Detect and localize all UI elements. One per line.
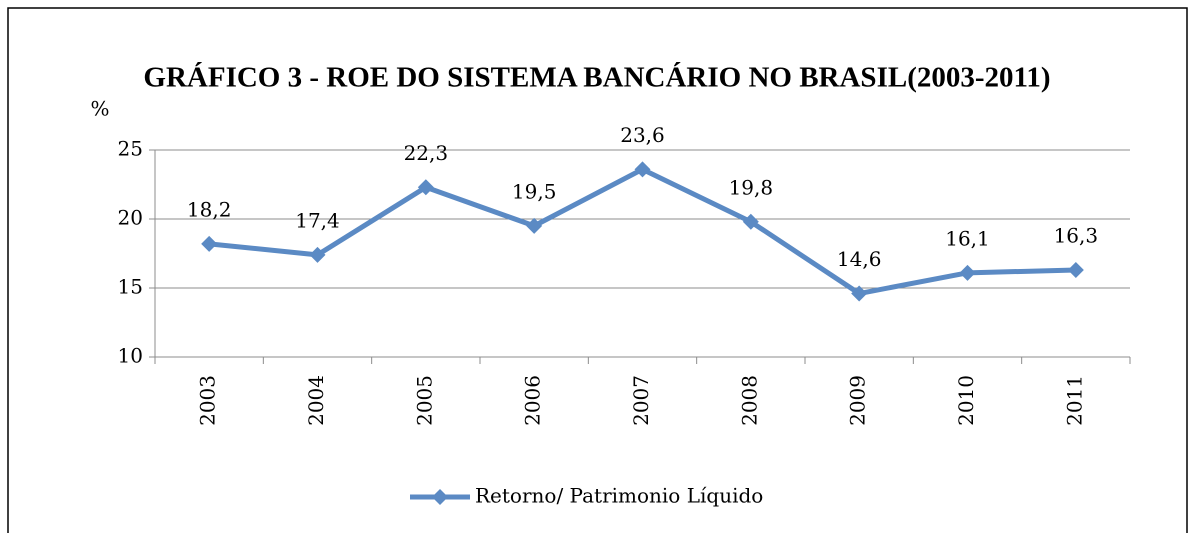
x-tick-label: 2009 [846, 375, 870, 426]
data-point [526, 217, 543, 234]
data-label: 23,6 [620, 123, 665, 147]
data-point [1067, 262, 1084, 279]
x-tick-label: 2005 [412, 375, 436, 426]
x-tick-label: 2008 [737, 375, 761, 426]
x-tick-label: 2003 [196, 375, 220, 426]
x-tick-label: 2006 [521, 375, 545, 426]
data-point [201, 235, 218, 252]
y-axis-label: % [90, 97, 109, 121]
data-point [309, 246, 326, 263]
y-tick-label: 15 [118, 275, 143, 299]
data-label: 16,3 [1054, 224, 1099, 248]
y-tick-label: 10 [118, 344, 143, 368]
data-label: 18,2 [187, 197, 232, 221]
x-tick-label: 2007 [629, 375, 653, 426]
legend-label: Retorno/ Patrimonio Líquido [475, 484, 763, 508]
chart-frame [7, 7, 1188, 533]
data-point [851, 285, 868, 302]
chart-title: GRÁFICO 3 - ROE DO SISTEMA BANCÁRIO NO B… [143, 61, 1050, 94]
legend-marker [432, 489, 448, 505]
y-tick-label: 25 [118, 137, 143, 161]
data-label: 19,8 [729, 175, 774, 199]
data-label: 14,6 [837, 247, 882, 271]
data-point [959, 264, 976, 281]
x-tick-label: 2004 [304, 375, 328, 426]
data-label: 17,4 [295, 208, 340, 232]
y-tick-label: 20 [118, 206, 143, 230]
x-tick-label: 2010 [954, 375, 978, 426]
data-point [417, 179, 434, 196]
data-label: 16,1 [945, 226, 990, 250]
data-point [634, 161, 651, 178]
data-label: 19,5 [512, 179, 557, 203]
data-point [742, 213, 759, 230]
data-label: 22,3 [404, 141, 449, 165]
x-tick-label: 2011 [1062, 375, 1086, 426]
